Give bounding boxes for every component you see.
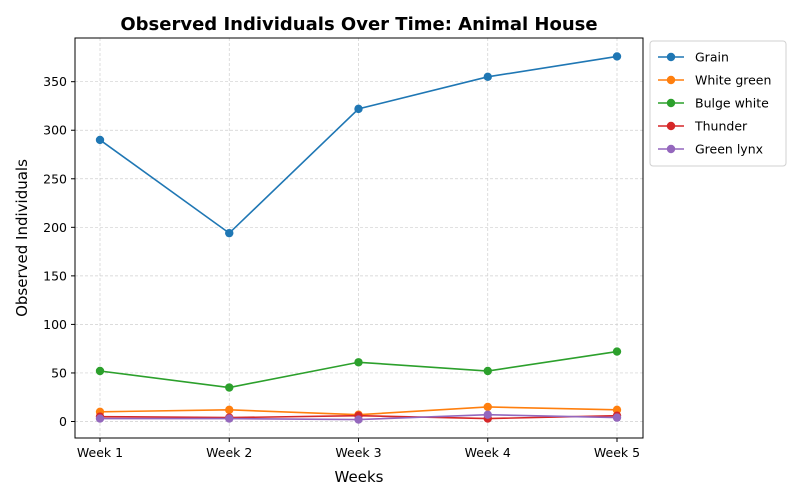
series-green-lynx (95, 410, 622, 424)
data-point-grain (483, 72, 492, 82)
legend-item-bulge-white: Bulge white (658, 96, 769, 111)
legend-box (649, 40, 787, 167)
x-tick-label: Week 1 (77, 445, 123, 460)
data-point-grain (225, 228, 234, 238)
legend-swatch-marker (666, 144, 676, 154)
data-point-white-green (483, 402, 492, 412)
legend-item-green-lynx: Green lynx (658, 142, 763, 157)
data-point-green-lynx (354, 415, 363, 424)
data-point-bulge-white (225, 383, 234, 392)
legend-item-white-green: White green (658, 73, 771, 88)
data-point-green-lynx (225, 414, 234, 423)
data-point-white-green (225, 405, 234, 415)
data-point-bulge-white (483, 366, 492, 376)
legend-swatch-marker (666, 52, 676, 62)
x-tick-label: Week 4 (465, 445, 511, 460)
data-point-white-green (612, 405, 622, 415)
data-point-green-lynx (612, 413, 622, 422)
data-point-grain (612, 52, 622, 61)
data-point-bulge-white (612, 347, 622, 356)
x-tick-label: Week 5 (594, 445, 640, 460)
y-tick-label: 250 (43, 171, 67, 186)
legend-label: Green lynx (695, 142, 763, 157)
legend-swatch-marker (666, 121, 676, 131)
y-tick-label: 100 (43, 317, 67, 332)
y-axis: 0 50 100 150 200 250 300 350 (43, 74, 75, 429)
legend-label: Grain (695, 50, 729, 65)
y-tick-label: 50 (51, 365, 67, 380)
legend-item-grain: Grain (658, 50, 729, 65)
y-axis-label: Observed Individuals (13, 159, 31, 317)
data-point-green-lynx (95, 414, 105, 423)
y-tick-label: 150 (43, 268, 67, 283)
data-point-grain (354, 104, 363, 114)
series-bulge-white (95, 347, 622, 392)
legend-item-thunder: Thunder (658, 119, 748, 134)
data-point-green-lynx (483, 410, 492, 419)
legend-swatch-marker (666, 98, 676, 108)
legend: Grain White green Bulge white Thunder Green … (649, 40, 787, 167)
y-tick-label: 350 (43, 74, 67, 89)
data-point-grain (95, 135, 105, 145)
legend-label: Thunder (694, 119, 748, 134)
x-tick-label: Week 2 (206, 445, 252, 460)
chart-title: Observed Individuals Over Time: Animal H… (120, 14, 597, 35)
legend-label: Bulge white (695, 96, 769, 111)
x-axis: Week 1 Week 2 Week 3 Week 4 Week 5 (77, 438, 640, 460)
legend-label: White green (695, 73, 771, 88)
x-tick-label: Week 3 (335, 445, 381, 460)
data-point-bulge-white (354, 358, 363, 367)
y-tick-label: 0 (59, 414, 67, 429)
y-tick-label: 300 (43, 123, 67, 138)
gridlines (75, 38, 643, 438)
x-axis-label: Weeks (335, 468, 384, 486)
y-tick-label: 200 (43, 220, 67, 235)
legend-swatch-marker (666, 75, 676, 85)
series-layer (95, 52, 622, 424)
series-grain (95, 52, 622, 238)
data-point-bulge-white (95, 366, 105, 376)
